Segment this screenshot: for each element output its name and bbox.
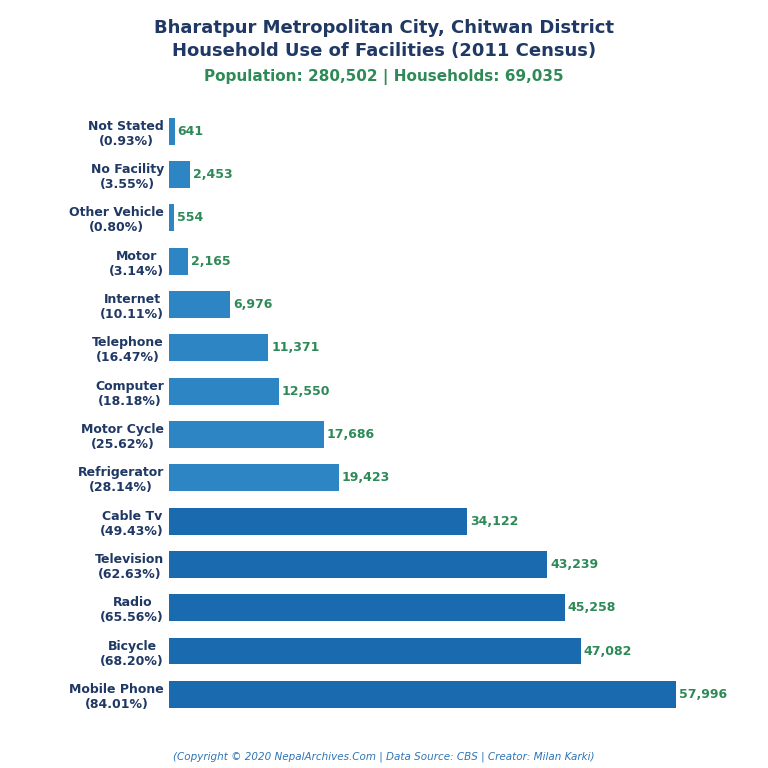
Bar (169, 334, 268, 361)
Text: Household Use of Facilities (2011 Census): Household Use of Facilities (2011 Census… (172, 42, 596, 60)
Text: Bharatpur Metropolitan City, Chitwan District: Bharatpur Metropolitan City, Chitwan Dis… (154, 19, 614, 37)
Text: 2,165: 2,165 (191, 255, 230, 268)
Text: Population: 280,502 | Households: 69,035: Population: 280,502 | Households: 69,035 (204, 69, 564, 85)
Bar (169, 551, 547, 578)
Text: 2,453: 2,453 (194, 168, 233, 181)
Text: 641: 641 (177, 124, 204, 137)
Bar (169, 378, 279, 405)
Text: 11,371: 11,371 (271, 341, 319, 354)
Bar (169, 681, 676, 708)
Text: 12,550: 12,550 (282, 385, 330, 398)
Bar (169, 204, 174, 231)
Text: 45,258: 45,258 (568, 601, 616, 614)
Text: 17,686: 17,686 (326, 428, 375, 441)
Text: 34,122: 34,122 (470, 515, 518, 528)
Text: 47,082: 47,082 (584, 644, 632, 657)
Text: (Copyright © 2020 NepalArchives.Com | Data Source: CBS | Creator: Milan Karki): (Copyright © 2020 NepalArchives.Com | Da… (174, 751, 594, 762)
Text: 57,996: 57,996 (679, 688, 727, 701)
Bar (169, 508, 467, 535)
Text: 43,239: 43,239 (550, 558, 598, 571)
Bar (169, 637, 581, 664)
Text: 554: 554 (177, 211, 203, 224)
Bar (169, 594, 564, 621)
Text: 19,423: 19,423 (342, 472, 390, 485)
Bar (169, 118, 174, 144)
Bar (169, 291, 230, 318)
Bar (169, 421, 323, 448)
Bar (169, 465, 339, 492)
Bar (169, 248, 188, 275)
Bar (169, 161, 190, 188)
Text: 6,976: 6,976 (233, 298, 273, 311)
